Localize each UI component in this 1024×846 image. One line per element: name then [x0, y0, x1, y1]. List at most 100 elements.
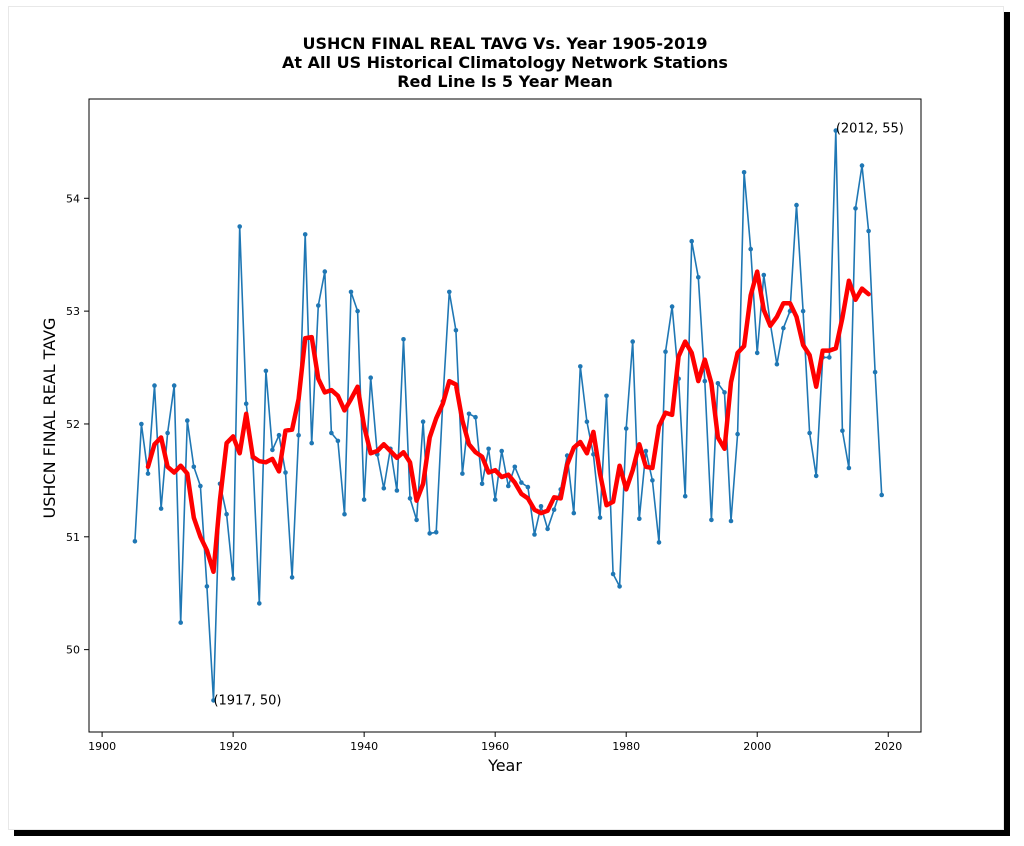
annual-data-point: [689, 238, 694, 244]
five-year-mean-line: [145, 269, 871, 575]
annual-data-point: [525, 484, 531, 490]
annual-data-point: [872, 369, 878, 375]
annual-data-point: [879, 492, 884, 498]
annual-data-point: [637, 516, 642, 521]
annual-data-point: [702, 378, 708, 384]
annual-data-point: [237, 224, 242, 229]
annual-data-point: [198, 483, 203, 489]
annual-data-point: [407, 496, 413, 501]
annual-data-point: [335, 438, 341, 444]
annual-data-point: [682, 493, 688, 499]
x-tick-label: 1920: [219, 740, 247, 753]
annual-data-point: [152, 383, 157, 388]
annual-data-point: [519, 480, 524, 485]
chart-title-line-1: USHCN FINAL REAL TAVG Vs. Year 1905-2019: [302, 34, 708, 53]
x-tick-label: 1900: [88, 740, 116, 753]
annual-data-point: [447, 289, 452, 295]
annual-data-point: [512, 464, 518, 470]
annual-data-point: [257, 601, 262, 606]
x-tick-label: 2000: [743, 740, 771, 753]
y-tick-label: 54: [66, 192, 80, 205]
annual-data-point: [139, 421, 144, 427]
annual-data-point: [263, 368, 269, 374]
annual-data-point: [532, 532, 537, 537]
annual-data-point: [322, 269, 328, 274]
annual-data-point: [551, 507, 557, 512]
annual-data-point: [571, 510, 577, 516]
annual-data-point: [859, 163, 865, 168]
annual-data-point: [427, 531, 433, 536]
y-axis: 50 51 52 53 54: [66, 192, 89, 657]
annual-data-point: [158, 506, 164, 511]
chart-title-line-3: Red Line Is 5 Year Mean: [397, 72, 613, 91]
annual-data-point: [499, 448, 505, 454]
annual-data-point: [643, 448, 649, 454]
x-tick-label: 1980: [612, 740, 640, 753]
annual-data-point: [211, 698, 216, 703]
annual-data-point: [302, 232, 308, 237]
annual-data-point: [748, 246, 753, 252]
annual-data-point: [230, 576, 236, 581]
annual-data-point: [473, 414, 478, 420]
annual-data-point: [728, 518, 734, 524]
annual-data-point: [316, 303, 321, 308]
annual-data-point: [578, 364, 583, 369]
annual-data-point: [853, 206, 858, 211]
annual-data-point: [827, 355, 832, 360]
chart-frame: [8, 6, 1004, 830]
annual-data-point: [833, 128, 839, 133]
annual-data-point: [617, 584, 622, 589]
annual-data-point: [630, 339, 635, 344]
annual-data-point: [296, 432, 301, 438]
annotation-label: (2012, 55): [836, 121, 904, 136]
annual-data-point: [132, 539, 138, 544]
annual-data-point: [813, 473, 819, 479]
x-tick-label: 1960: [481, 740, 509, 753]
annual-data-point: [453, 328, 459, 333]
y-tick-label: 52: [66, 418, 80, 431]
annual-data-point: [722, 390, 727, 395]
annual-data-point: [283, 470, 288, 475]
annual-data-point: [420, 419, 426, 425]
annotations: (1917, 50) (2012, 55): [213, 121, 903, 708]
annual-data-point: [696, 275, 701, 280]
annual-data-point: [781, 325, 786, 331]
annual-data-point: [414, 517, 419, 523]
annual-data-point: [479, 481, 485, 487]
annual-data-point: [597, 515, 603, 520]
annual-data-point: [807, 430, 812, 436]
chart-title-line-2: At All US Historical Climatology Network…: [282, 53, 728, 72]
annual-data-point: [794, 202, 799, 208]
annual-data-point: [185, 418, 190, 423]
plot-area: [132, 128, 884, 703]
annual-data-point: [709, 517, 714, 523]
annual-data-point: [145, 471, 151, 476]
annual-data-point: [224, 511, 229, 517]
y-axis-label: USHCN FINAL REAL TAVG: [40, 318, 59, 519]
annual-data-point: [243, 401, 249, 407]
annual-data-point: [276, 432, 282, 438]
annual-data-point: [329, 430, 334, 436]
annual-data-point: [846, 465, 852, 471]
annual-data-point: [381, 486, 387, 491]
annual-data-point: [348, 289, 354, 295]
x-axis-label: Year: [487, 756, 522, 775]
annual-data-point: [486, 446, 491, 452]
y-tick-label: 53: [66, 305, 80, 318]
annual-data-point: [401, 337, 406, 342]
x-axis: 1900 1920 1940 1960 1980 2000 2020: [88, 732, 902, 753]
axes-frame: [88, 98, 922, 733]
annual-data-point: [623, 426, 629, 431]
annual-data-point: [191, 464, 197, 470]
annual-data-point: [604, 393, 609, 399]
annual-data-point: [774, 361, 780, 367]
annual-data-point: [538, 504, 544, 509]
annual-data-point: [610, 571, 616, 577]
annual-data-point: [656, 540, 662, 545]
annual-data-point: [289, 575, 295, 580]
annual-data-point: [460, 471, 465, 476]
annual-data-point: [492, 497, 498, 502]
annual-data-point: [342, 511, 347, 517]
annual-data-point: [800, 308, 806, 314]
annual-data-point: [204, 584, 210, 589]
